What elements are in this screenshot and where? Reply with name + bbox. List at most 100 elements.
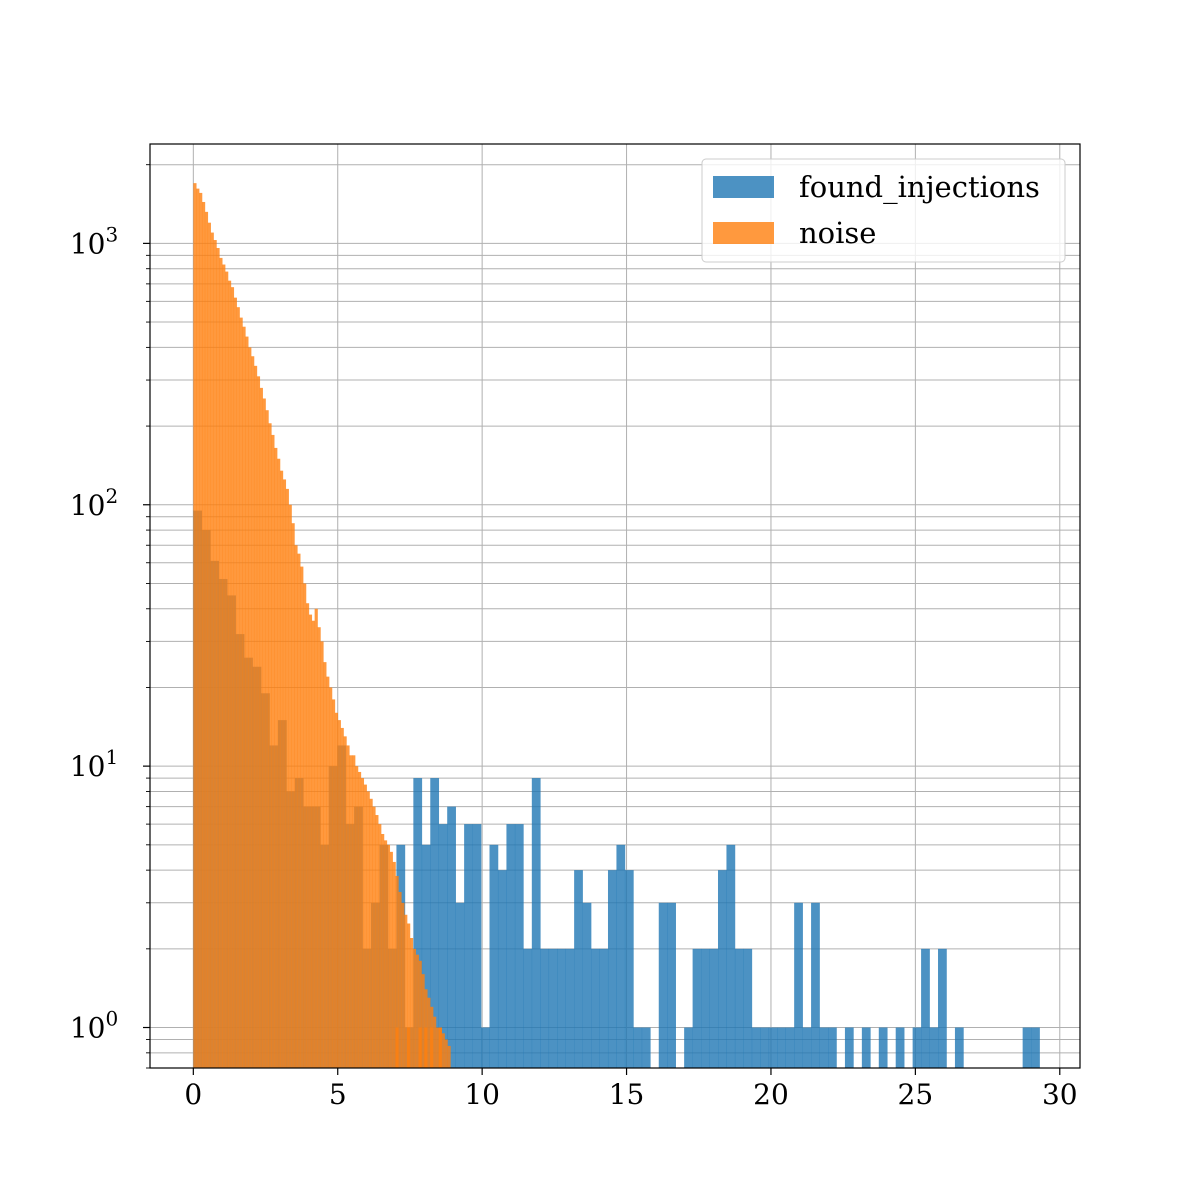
bar-noise [265, 410, 269, 1068]
bar-found-injections [921, 948, 930, 1068]
bar-noise [227, 280, 232, 1068]
bar-noise [366, 791, 370, 1068]
bar-noise [222, 264, 226, 1068]
bar-found-injections [684, 1027, 693, 1068]
bar-noise [395, 1027, 399, 1068]
bar-noise [343, 736, 347, 1068]
bar-noise [398, 891, 402, 1068]
bar-noise [199, 192, 203, 1069]
bar-noise [317, 627, 321, 1068]
bar-found-injections [430, 778, 440, 1068]
bar-noise [395, 875, 399, 1068]
bar-found-injections [616, 844, 626, 1068]
bar-noise [418, 960, 422, 1068]
bar-found-injections [692, 948, 702, 1068]
bar-found-injections [514, 824, 524, 1068]
bar-noise [357, 771, 362, 1068]
bar-found-injections [777, 1027, 786, 1068]
bar-found-injections [489, 844, 499, 1068]
bar-noise [444, 1039, 448, 1068]
bar-noise [360, 778, 365, 1068]
plot-frame [149, 143, 1081, 1069]
bar-found-injections [844, 1027, 854, 1068]
bar-noise [213, 240, 217, 1068]
bar-found-injections [497, 870, 507, 1068]
bar-noise [236, 307, 240, 1069]
bar-noise [251, 356, 255, 1069]
bar-found-injections [768, 1027, 778, 1068]
legend-label-noise: noise [799, 216, 876, 250]
bar-found-injections [751, 1027, 761, 1068]
y-tick-label: 103 [70, 222, 118, 260]
bar-found-injections [599, 948, 609, 1068]
bar-noise [381, 833, 385, 1068]
bar-found-injections [607, 870, 617, 1068]
bar-found-injections [794, 902, 803, 1068]
bar-noise [253, 365, 258, 1069]
bar-found-injections [523, 948, 533, 1068]
x-tick-label: 20 [753, 1078, 789, 1111]
bar-noise [334, 712, 339, 1068]
bar-noise [407, 1027, 410, 1068]
bar-noise [355, 766, 359, 1068]
bar-noise [346, 745, 350, 1068]
bar-noise [196, 188, 200, 1068]
bar-noise [372, 806, 376, 1068]
bar-noise [441, 1033, 445, 1068]
bar-noise [329, 687, 333, 1068]
bar-noise [447, 1045, 451, 1068]
bar-found-injections [591, 948, 600, 1068]
bar-noise [389, 851, 393, 1068]
bar-noise [337, 720, 341, 1068]
bar-found-injections [540, 948, 550, 1068]
bar-noise [415, 954, 419, 1068]
x-tick-label: 0 [184, 1078, 202, 1111]
bar-found-injections [421, 844, 431, 1068]
bar-noise [401, 902, 405, 1068]
bar-found-injections [582, 902, 592, 1068]
bar-noise [216, 248, 220, 1068]
bar-noise [363, 784, 367, 1068]
bar-noise [320, 641, 324, 1068]
bar-found-injections [861, 1027, 871, 1068]
bar-noise [421, 974, 425, 1068]
legend-swatch-noise [713, 222, 774, 244]
bar-noise [378, 824, 382, 1068]
bar-found-injections [667, 902, 676, 1068]
bar-found-injections [447, 806, 456, 1068]
bar-noise [239, 317, 243, 1068]
bar-found-injections [1022, 1027, 1032, 1068]
bar-noise [201, 201, 206, 1068]
bar-found-injections [819, 1027, 829, 1068]
legend-swatch-found-injections [713, 176, 774, 198]
bar-noise [407, 923, 411, 1068]
legend: found_injections noise [701, 158, 1066, 263]
x-tick-label: 10 [464, 1078, 500, 1111]
bar-noise [288, 504, 292, 1068]
bar-noise [386, 844, 391, 1068]
bar-found-injections [828, 1027, 837, 1068]
bar-noise [245, 336, 249, 1069]
bar-noise [435, 1027, 440, 1068]
bar-found-injections [574, 870, 583, 1068]
bar-noise [438, 1027, 442, 1068]
bar-found-injections [734, 948, 744, 1068]
bar-noise [349, 755, 353, 1068]
bar-found-injections [726, 844, 736, 1068]
bar-noise [210, 232, 214, 1068]
bar-found-injections [455, 902, 465, 1068]
bar-found-injections [472, 824, 482, 1068]
bar-found-injections [464, 824, 473, 1068]
bar-found-injections [658, 902, 668, 1068]
bar-noise [230, 287, 235, 1068]
bar-noise [326, 676, 330, 1068]
bar-found-injections [506, 824, 516, 1068]
bar-found-injections [565, 948, 575, 1068]
bar-found-injections [438, 824, 448, 1068]
bar-noise [282, 479, 287, 1069]
bar-found-injections [743, 948, 753, 1068]
bar-noise [285, 488, 289, 1068]
bar-noise [409, 938, 414, 1068]
bar-noise [207, 222, 211, 1068]
